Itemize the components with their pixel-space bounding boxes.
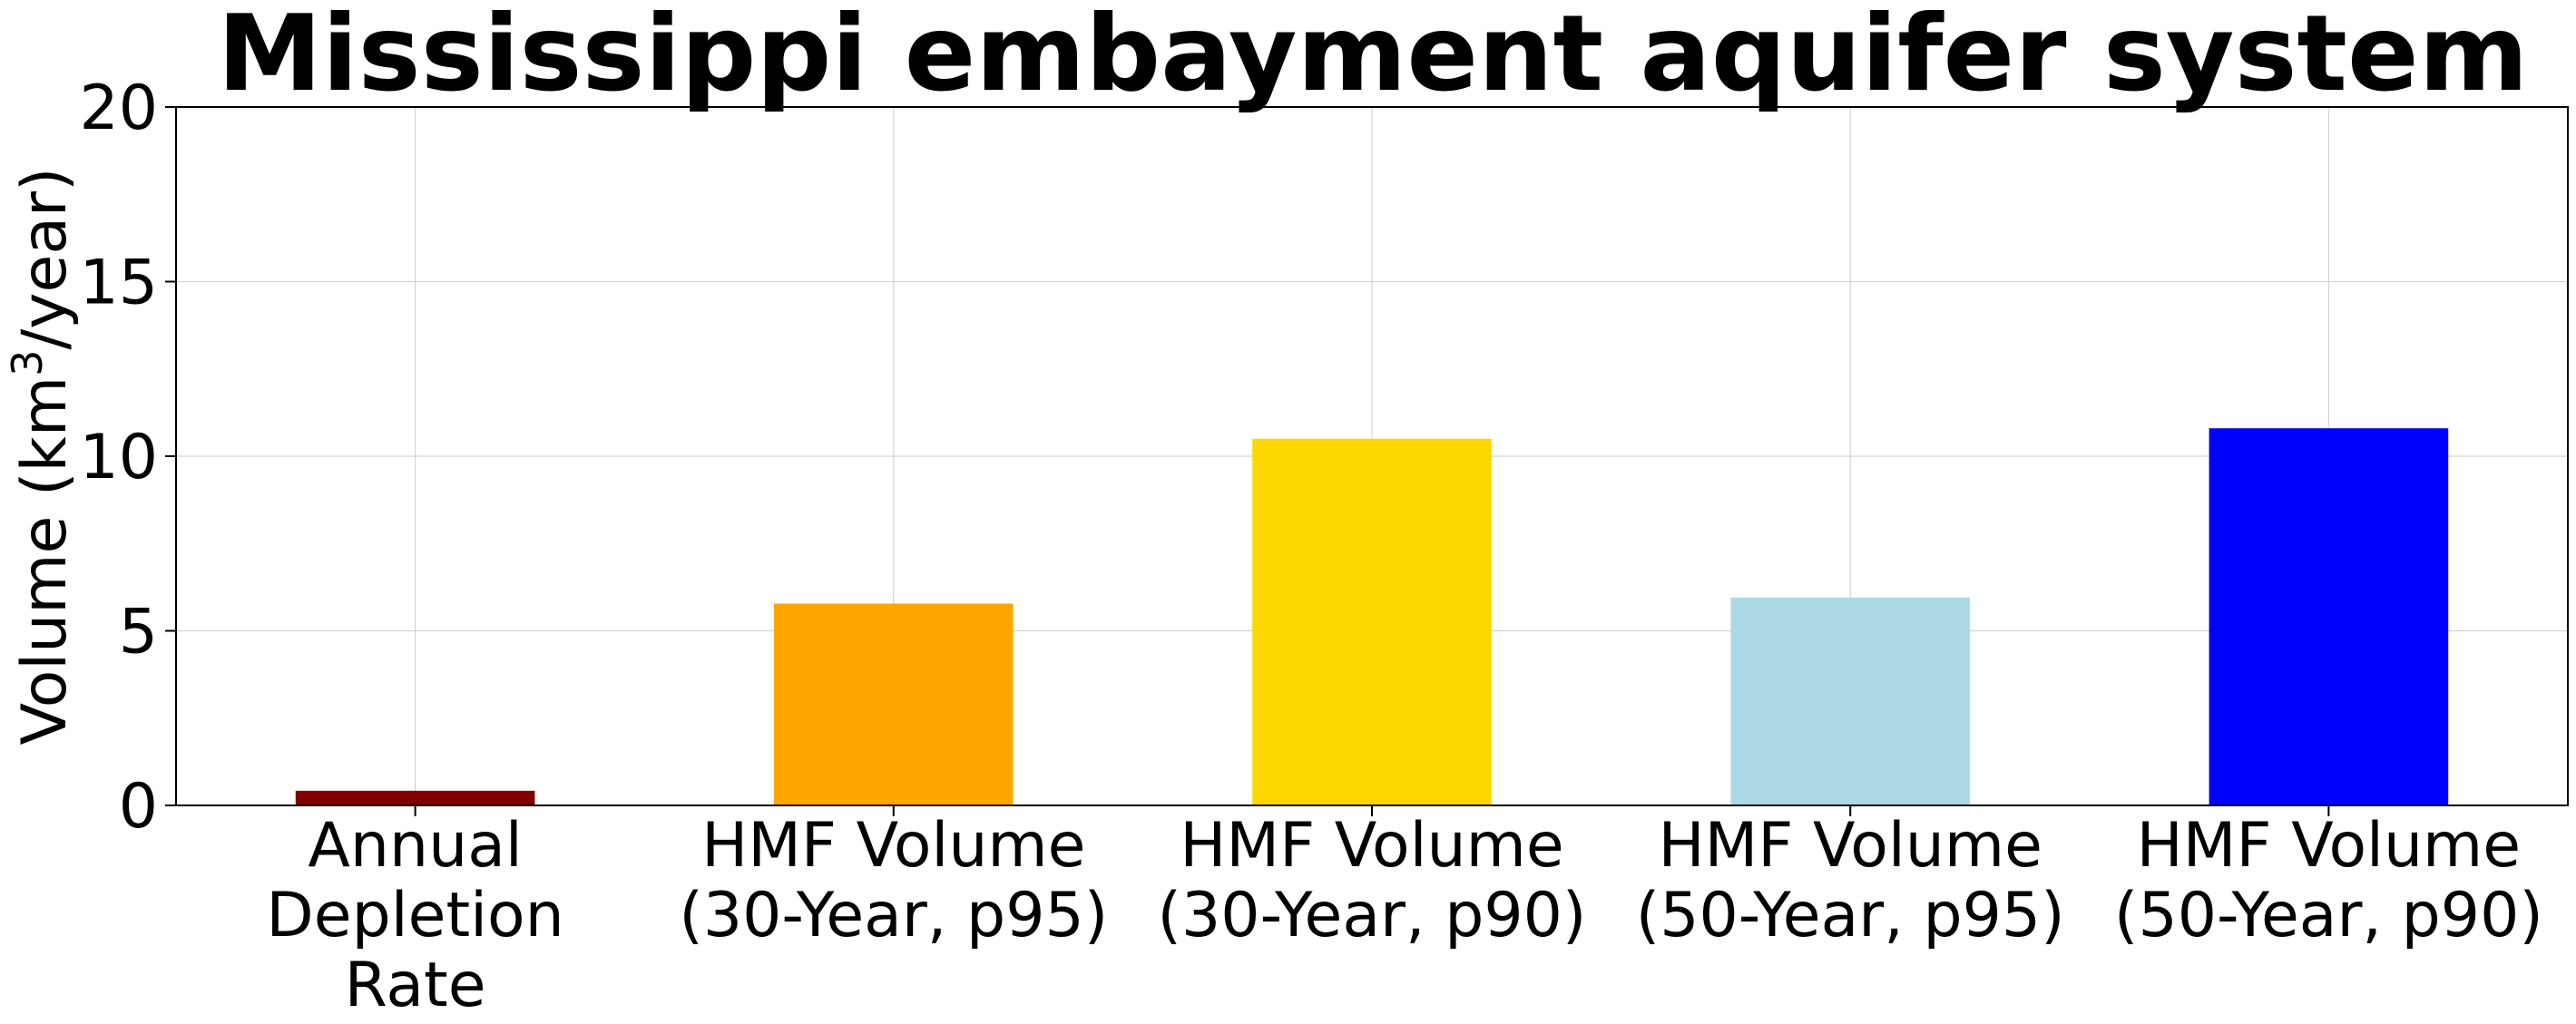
x-tick-label-line: (30-Year, p95) xyxy=(679,880,1108,951)
y-axis-label-prefix: Volume (km xyxy=(9,376,81,746)
x-tick-label-line: (50-Year, p90) xyxy=(2114,880,2543,951)
bar xyxy=(295,790,535,805)
x-tick-label-line: (50-Year, p95) xyxy=(1636,880,2065,951)
y-tick-label: 0 xyxy=(119,771,158,843)
y-axis-label: Volume (km3/year) xyxy=(3,167,81,745)
x-tick-label-line: (30-Year, p90) xyxy=(1158,880,1587,951)
x-tick-label-line: Rate xyxy=(345,950,486,1021)
bars xyxy=(295,428,2449,805)
x-tick-label: HMF Volume (30-Year, p90) xyxy=(1158,810,1587,951)
x-tick-label-line: Depletion xyxy=(266,880,563,951)
x-tick-label: HMF Volume (50-Year, p95) xyxy=(1636,810,2065,951)
y-tick-label: 15 xyxy=(79,248,158,319)
y-tick-label: 20 xyxy=(79,73,158,144)
x-tick-label-line: HMF Volume xyxy=(701,810,1085,882)
y-axis-label-superscript: 3 xyxy=(3,350,52,376)
x-tick-label-line: HMF Volume xyxy=(1180,810,1563,882)
bar xyxy=(2209,428,2449,805)
y-tick-label: 10 xyxy=(79,422,158,493)
x-tick-label-line: Annual xyxy=(308,810,522,882)
x-tick-label: Annual Depletion Rate xyxy=(266,810,563,1021)
y-axis-ticks: 0 5 10 15 20 xyxy=(79,73,176,843)
y-axis-label-suffix: /year) xyxy=(9,167,81,349)
x-tick-label: HMF Volume (30-Year, p95) xyxy=(679,810,1108,951)
x-tick-label-line: HMF Volume xyxy=(1658,810,2042,882)
x-tick-label-line: HMF Volume xyxy=(2137,810,2521,882)
y-tick-label: 5 xyxy=(119,597,158,668)
bar xyxy=(1730,597,1970,805)
x-tick-label: HMF Volume (50-Year, p90) xyxy=(2114,810,2543,951)
bar xyxy=(774,603,1014,805)
chart-title: Mississippi embayment aquifer system xyxy=(217,0,2528,115)
bar xyxy=(1252,438,1492,805)
